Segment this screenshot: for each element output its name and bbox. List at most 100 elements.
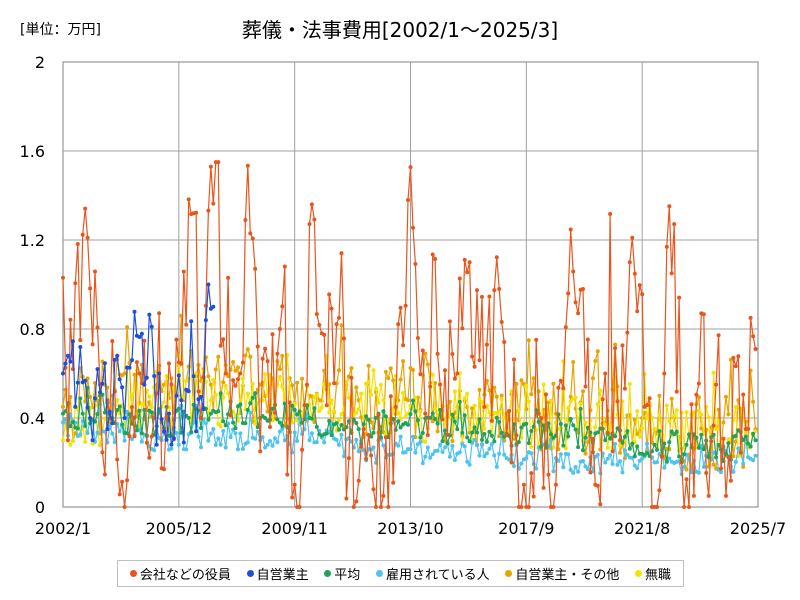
- data-point: [277, 367, 282, 372]
- data-point: [253, 436, 258, 441]
- data-point: [696, 470, 701, 475]
- data-point: [401, 343, 406, 348]
- data-point: [406, 422, 410, 427]
- data-point: [433, 416, 438, 421]
- legend-item: 自営業主: [246, 564, 309, 583]
- data-point: [107, 424, 112, 429]
- data-point: [263, 416, 268, 420]
- data-point: [95, 367, 100, 372]
- data-point: [418, 435, 423, 440]
- data-point: [472, 425, 477, 430]
- data-point: [450, 352, 455, 356]
- data-point: [275, 417, 280, 422]
- data-point: [699, 432, 704, 437]
- data-point: [462, 413, 467, 418]
- data-point: [618, 443, 622, 448]
- data-point: [371, 430, 376, 435]
- data-point: [494, 415, 499, 420]
- data-point: [122, 371, 127, 376]
- data-point: [243, 421, 248, 426]
- data-point: [218, 343, 223, 348]
- data-point: [354, 385, 359, 390]
- data-point: [578, 401, 583, 406]
- data-point: [149, 405, 154, 410]
- data-point: [435, 351, 440, 356]
- data-point: [115, 457, 120, 462]
- data-point: [98, 443, 102, 448]
- data-point: [147, 312, 152, 317]
- data-point: [492, 453, 497, 458]
- data-point: [595, 402, 600, 407]
- data-point: [561, 443, 566, 448]
- data-point: [147, 455, 152, 460]
- data-point: [635, 409, 640, 414]
- data-point: [245, 391, 250, 396]
- data-point: [541, 485, 546, 490]
- data-point: [428, 384, 433, 389]
- data-point: [465, 270, 470, 275]
- data-point: [327, 410, 332, 415]
- data-point: [322, 332, 327, 337]
- data-point: [507, 409, 512, 413]
- data-point: [228, 413, 233, 418]
- data-point: [199, 445, 203, 450]
- data-point: [753, 347, 758, 351]
- y-tick-label: 1.2: [20, 231, 45, 250]
- data-point: [275, 351, 280, 356]
- data-point: [714, 455, 719, 460]
- data-point: [701, 447, 706, 452]
- data-point: [125, 478, 130, 483]
- data-point: [231, 360, 236, 364]
- data-point: [677, 295, 682, 300]
- data-point: [499, 397, 504, 402]
- data-point: [73, 281, 78, 286]
- data-point: [467, 260, 472, 265]
- data-point: [221, 380, 226, 385]
- data-point: [411, 225, 415, 230]
- data-point: [696, 381, 701, 386]
- data-point: [435, 448, 440, 453]
- data-point: [425, 445, 430, 450]
- data-point: [465, 459, 470, 464]
- data-point: [637, 434, 642, 439]
- data-point: [378, 435, 383, 440]
- data-point: [356, 478, 361, 483]
- data-point: [238, 371, 243, 376]
- data-point: [566, 291, 571, 296]
- data-point: [322, 440, 327, 445]
- data-point: [566, 406, 571, 410]
- data-point: [401, 359, 406, 364]
- data-point: [706, 415, 711, 420]
- data-point: [743, 434, 748, 439]
- data-point: [711, 423, 716, 428]
- data-point: [556, 412, 561, 417]
- data-point: [406, 198, 410, 202]
- data-point: [600, 397, 605, 402]
- data-point: [519, 425, 524, 430]
- data-point: [75, 426, 80, 431]
- data-point: [70, 439, 75, 443]
- data-point: [139, 331, 144, 336]
- data-point: [245, 347, 250, 352]
- data-point: [531, 376, 536, 381]
- data-point: [398, 305, 403, 310]
- data-point: [657, 429, 662, 434]
- data-point: [514, 381, 519, 386]
- data-point: [526, 441, 531, 446]
- data-point: [391, 417, 396, 421]
- data-point: [189, 430, 194, 435]
- data-point: [741, 438, 746, 442]
- data-point: [85, 235, 90, 240]
- data-point: [741, 464, 746, 469]
- data-point: [622, 448, 627, 453]
- legend-marker: [376, 570, 383, 577]
- data-point: [433, 257, 438, 261]
- data-point: [346, 456, 351, 461]
- data-point: [211, 201, 216, 206]
- data-point: [430, 372, 435, 377]
- data-point: [314, 424, 319, 429]
- data-point: [581, 459, 585, 463]
- data-point: [632, 271, 637, 276]
- data-point: [152, 374, 157, 378]
- data-point: [238, 402, 243, 407]
